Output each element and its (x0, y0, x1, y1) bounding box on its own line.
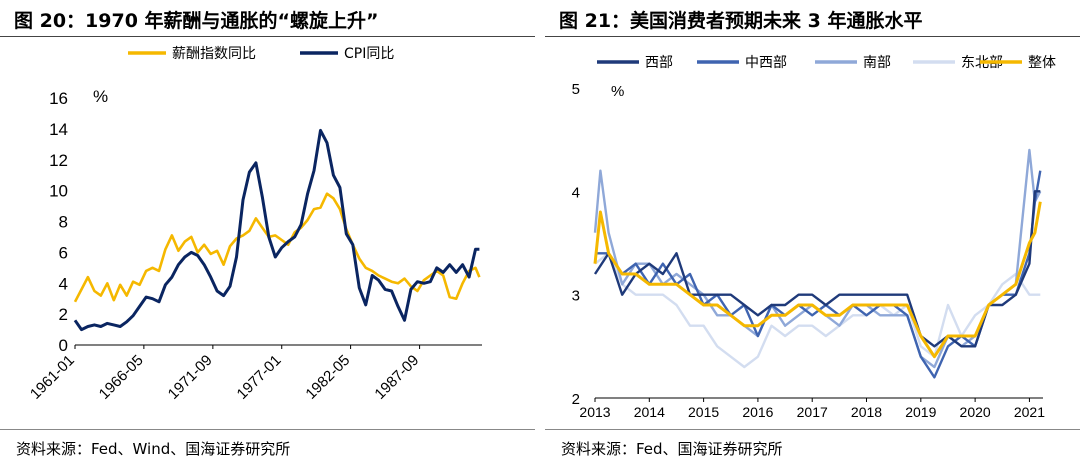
y-tick-label-3: 6 (59, 243, 68, 262)
x-tick-label-4: 1982-05 (302, 352, 353, 403)
y-tick-label-2: 4 (572, 184, 580, 201)
series-line-1 (73, 128, 480, 332)
x-tick-label-2: 1971-09 (165, 352, 216, 403)
x-tick-label-5: 2018 (851, 404, 882, 420)
source-note: 资料来源：Fed、国海证券研究所 (561, 440, 783, 458)
legend-label: CPI同比 (344, 46, 394, 62)
series-line-2 (593, 148, 1042, 369)
legend-item-1: 中西部 (745, 55, 787, 71)
left-figure-panel: 图 20：1970 年薪酬与通胀的“螺旋上升” 薪酬指数同比 CPI同比% 0 2 4 6… (0, 0, 535, 466)
source-note: 资料来源：Fed、Wind、国海证券研究所 (16, 440, 291, 458)
legend-item-4: 整体 (1028, 55, 1056, 71)
x-tick-label-6: 2019 (905, 404, 936, 420)
y-tick-label-8: 16 (49, 89, 68, 108)
legend-label: 薪酬指数同比 (172, 46, 256, 62)
x-tick-label-0: 1961-01 (27, 352, 78, 403)
x-tick-label-1: 1966-05 (96, 352, 147, 403)
legend-label: 南部 (863, 55, 891, 71)
figure-title: 图 21：美国消费者预期未来 3 年通胀水平 (559, 10, 923, 32)
series-line-4 (593, 201, 1042, 359)
y-tick-label-1: 2 (59, 305, 68, 324)
title-divider (545, 36, 1080, 37)
legend-item-0: 薪酬指数同比 (128, 46, 256, 62)
wage-cpi-chart: 薪酬指数同比 CPI同比% 0 2 4 6 8 10 12 14 16 1961-01 1966-05 1… (27, 46, 482, 403)
x-tick-label-1: 2014 (634, 404, 665, 420)
source-divider (0, 429, 535, 430)
series-line-0 (593, 190, 1041, 348)
y-tick-label-4: 8 (59, 213, 68, 232)
y-unit-label: % (93, 87, 108, 106)
x-tick-label-3: 2016 (742, 404, 773, 420)
legend-item-0: 西部 (645, 55, 673, 71)
legend-label: 中西部 (745, 55, 787, 71)
source-divider (545, 429, 1080, 430)
y-tick-label-0: 2 (572, 391, 580, 408)
series-line-3 (594, 252, 1041, 369)
y-tick-label-1: 3 (572, 288, 580, 305)
y-tick-label-6: 12 (49, 151, 68, 170)
x-tick-label-8: 2021 (1014, 404, 1045, 420)
y-tick-label-7: 14 (49, 120, 68, 139)
legend-item-1: CPI同比 (300, 46, 394, 62)
y-tick-label-5: 10 (49, 182, 68, 201)
y-tick-label-2: 4 (59, 274, 68, 293)
x-tick-label-4: 2017 (797, 404, 828, 420)
right-figure-panel: 图 21：美国消费者预期未来 3 年通胀水平 西部中西部南部东北部整体%2345… (545, 0, 1080, 466)
inflation-expectation-chart: 西部中西部南部东北部整体%234520132014201520162017201… (572, 55, 1056, 420)
x-tick-label-7: 2020 (960, 404, 991, 420)
legend-item-2: 南部 (863, 55, 891, 71)
title-divider (0, 36, 535, 37)
y-unit-label: % (611, 83, 624, 100)
y-tick-label-3: 5 (572, 81, 580, 98)
series-line-0 (73, 192, 481, 303)
x-tick-label-2: 2015 (688, 404, 719, 420)
x-tick-label-0: 2013 (579, 404, 610, 420)
x-tick-label-3: 1977-01 (234, 352, 285, 403)
x-tick-label-5: 1987-09 (371, 352, 422, 403)
legend-label: 西部 (645, 55, 673, 71)
figure-title: 图 20：1970 年薪酬与通胀的“螺旋上升” (14, 10, 379, 32)
y-tick-label-0: 0 (59, 336, 68, 355)
legend-label: 整体 (1028, 55, 1056, 71)
